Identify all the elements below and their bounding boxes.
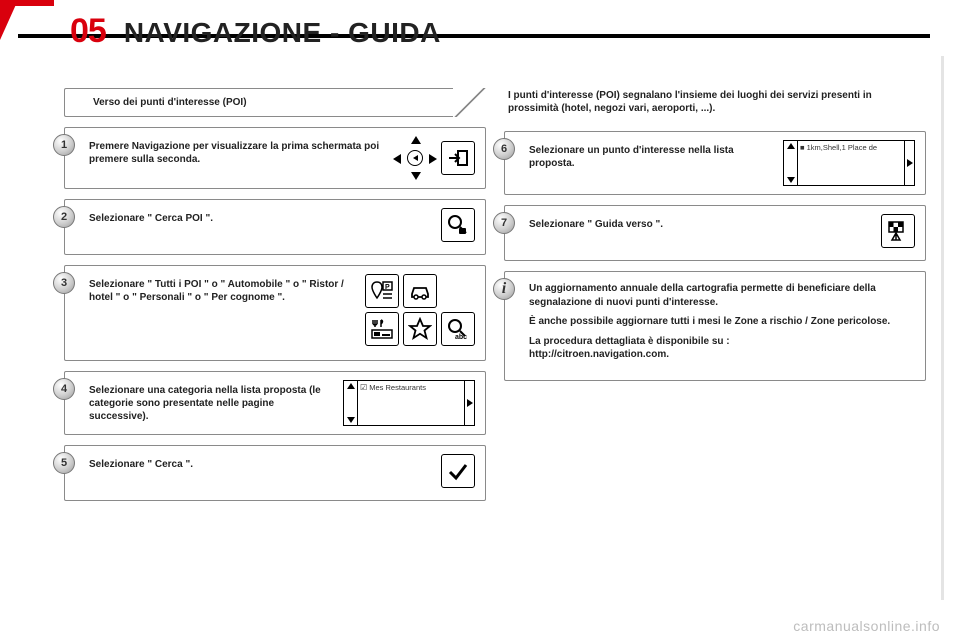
step-badge: 2 — [53, 206, 75, 228]
step-5: 5 Selezionare " Cerca ". — [64, 445, 486, 501]
step-badge: 5 — [53, 452, 75, 474]
section-header-text: Verso dei punti d'interesse (POI) — [75, 97, 476, 108]
accent-bar — [0, 0, 54, 6]
accent-corner — [0, 0, 18, 40]
guide-flag-icon — [881, 214, 915, 248]
category-listbox: ☑ Mes Restaurants — [343, 380, 475, 426]
step-text: Selezionare un punto d'interesse nella l… — [515, 140, 773, 170]
step-2: 2 Selezionare " Cerca POI ". — [64, 199, 486, 255]
step-3: 3 Selezionare " Tutti i POI " o " Automo… — [64, 265, 486, 361]
margin-rule — [941, 56, 944, 600]
intro-card: I punti d'interesse (POI) segnalano l'in… — [504, 88, 926, 121]
enter-icon — [441, 141, 475, 175]
confirm-icon — [441, 454, 475, 488]
info-line-3: La procedura dettagliata è disponibile s… — [529, 335, 915, 349]
chapter-title: NAVIGAZIONE - GUIDA — [124, 17, 441, 49]
step-text: Selezionare una categoria nella lista pr… — [75, 380, 333, 423]
search-abc-icon: abc — [441, 312, 475, 346]
step-badge: 7 — [493, 212, 515, 234]
right-column: I punti d'interesse (POI) segnalano l'in… — [504, 88, 926, 610]
step-7: 7 Selezionare " Guida verso ". — [504, 205, 926, 261]
step-6: 6 Selezionare un punto d'interesse nella… — [504, 131, 926, 195]
restaurant-hotel-icon — [365, 312, 399, 346]
info-line-2: È anche possibile aggiornare tutti i mes… — [529, 315, 915, 329]
star-icon — [403, 312, 437, 346]
watermark: carmanualsonline.info — [793, 618, 940, 634]
page: 05 NAVIGAZIONE - GUIDA Verso dei punti d… — [0, 0, 960, 640]
section-header: Verso dei punti d'interesse (POI) — [64, 88, 486, 117]
step-badge: 4 — [53, 378, 75, 400]
step-badge: 6 — [493, 138, 515, 160]
dpad-icon — [393, 136, 437, 180]
step-text: Selezionare " Cerca ". — [75, 454, 431, 471]
car-icon — [403, 274, 437, 308]
listbox-row: Mes Restaurants — [369, 383, 426, 392]
poi-listbox: ■ 1km,Shell,1 Place de — [783, 140, 915, 186]
step-text: Premere Navigazione per visualizzare la … — [75, 136, 383, 166]
step-text: Selezionare " Guida verso ". — [515, 214, 871, 231]
step-text: Selezionare " Tutti i POI " o " Automobi… — [75, 274, 355, 304]
chapter-number: 05 — [70, 12, 106, 51]
svg-text:P: P — [385, 284, 390, 291]
svg-text:abc: abc — [455, 334, 467, 341]
step-text: Selezionare " Cerca POI ". — [75, 208, 431, 225]
intro-text: I punti d'interesse (POI) segnalano l'in… — [508, 90, 922, 115]
left-column: Verso dei punti d'interesse (POI) 1 Prem… — [64, 88, 486, 610]
info-line-1: Un aggiornamento annuale della cartograf… — [529, 282, 915, 309]
chapter-heading: 05 NAVIGAZIONE - GUIDA — [70, 12, 930, 51]
info-badge: i — [493, 278, 515, 300]
pin-parking-icon: P — [365, 274, 399, 308]
step-4: 4 Selezionare una categoria nella lista … — [64, 371, 486, 435]
search-poi-icon — [441, 208, 475, 242]
info-card: i Un aggiornamento annuale della cartogr… — [504, 271, 926, 381]
info-url: http://citroen.navigation.com. — [529, 348, 915, 362]
listbox-row: 1km,Shell,1 Place de — [807, 143, 877, 152]
step-1: 1 Premere Navigazione per visualizzare l… — [64, 127, 486, 189]
step-badge: 3 — [53, 272, 75, 294]
step-badge: 1 — [53, 134, 75, 156]
